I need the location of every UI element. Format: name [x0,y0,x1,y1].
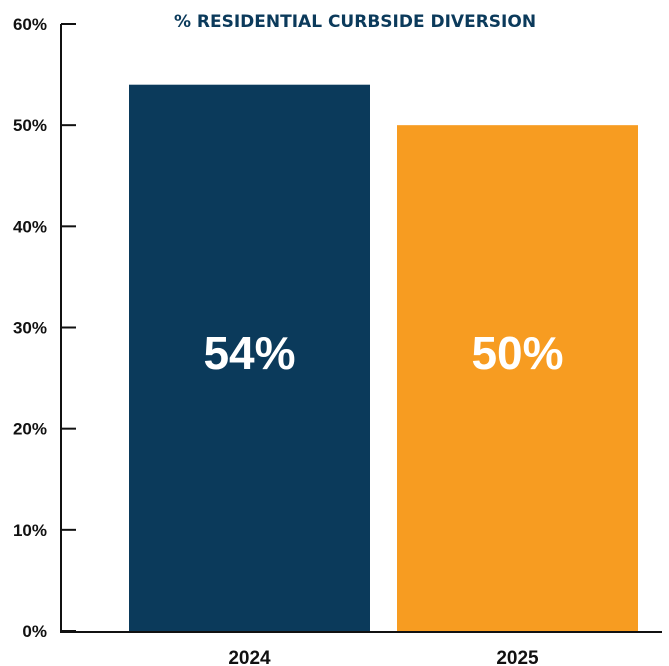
bar [129,84,370,631]
y-tick-label: 40% [13,217,47,236]
bar-data-label: 54% [203,327,295,379]
chart-title: % RESIDENTIAL CURBSIDE DIVERSION [174,12,536,32]
y-tick-label: 20% [13,420,47,439]
y-tick-label: 50% [13,116,47,135]
x-tick-label: 2025 [496,648,539,666]
y-tick-label: 10% [13,521,47,540]
x-axis: 2024 2025 [60,631,662,666]
x-tick-label: 2024 [228,648,271,666]
y-tick-label: 0% [22,622,47,641]
bar-group: 54% 50% [129,84,638,632]
bar-data-label: 50% [471,327,563,379]
y-tick-label: 60% [13,15,47,34]
bar [397,125,638,632]
y-tick-label: 30% [13,319,47,338]
y-axis: 0% 10% 20% 30% 40% 50% 60% [13,15,76,641]
